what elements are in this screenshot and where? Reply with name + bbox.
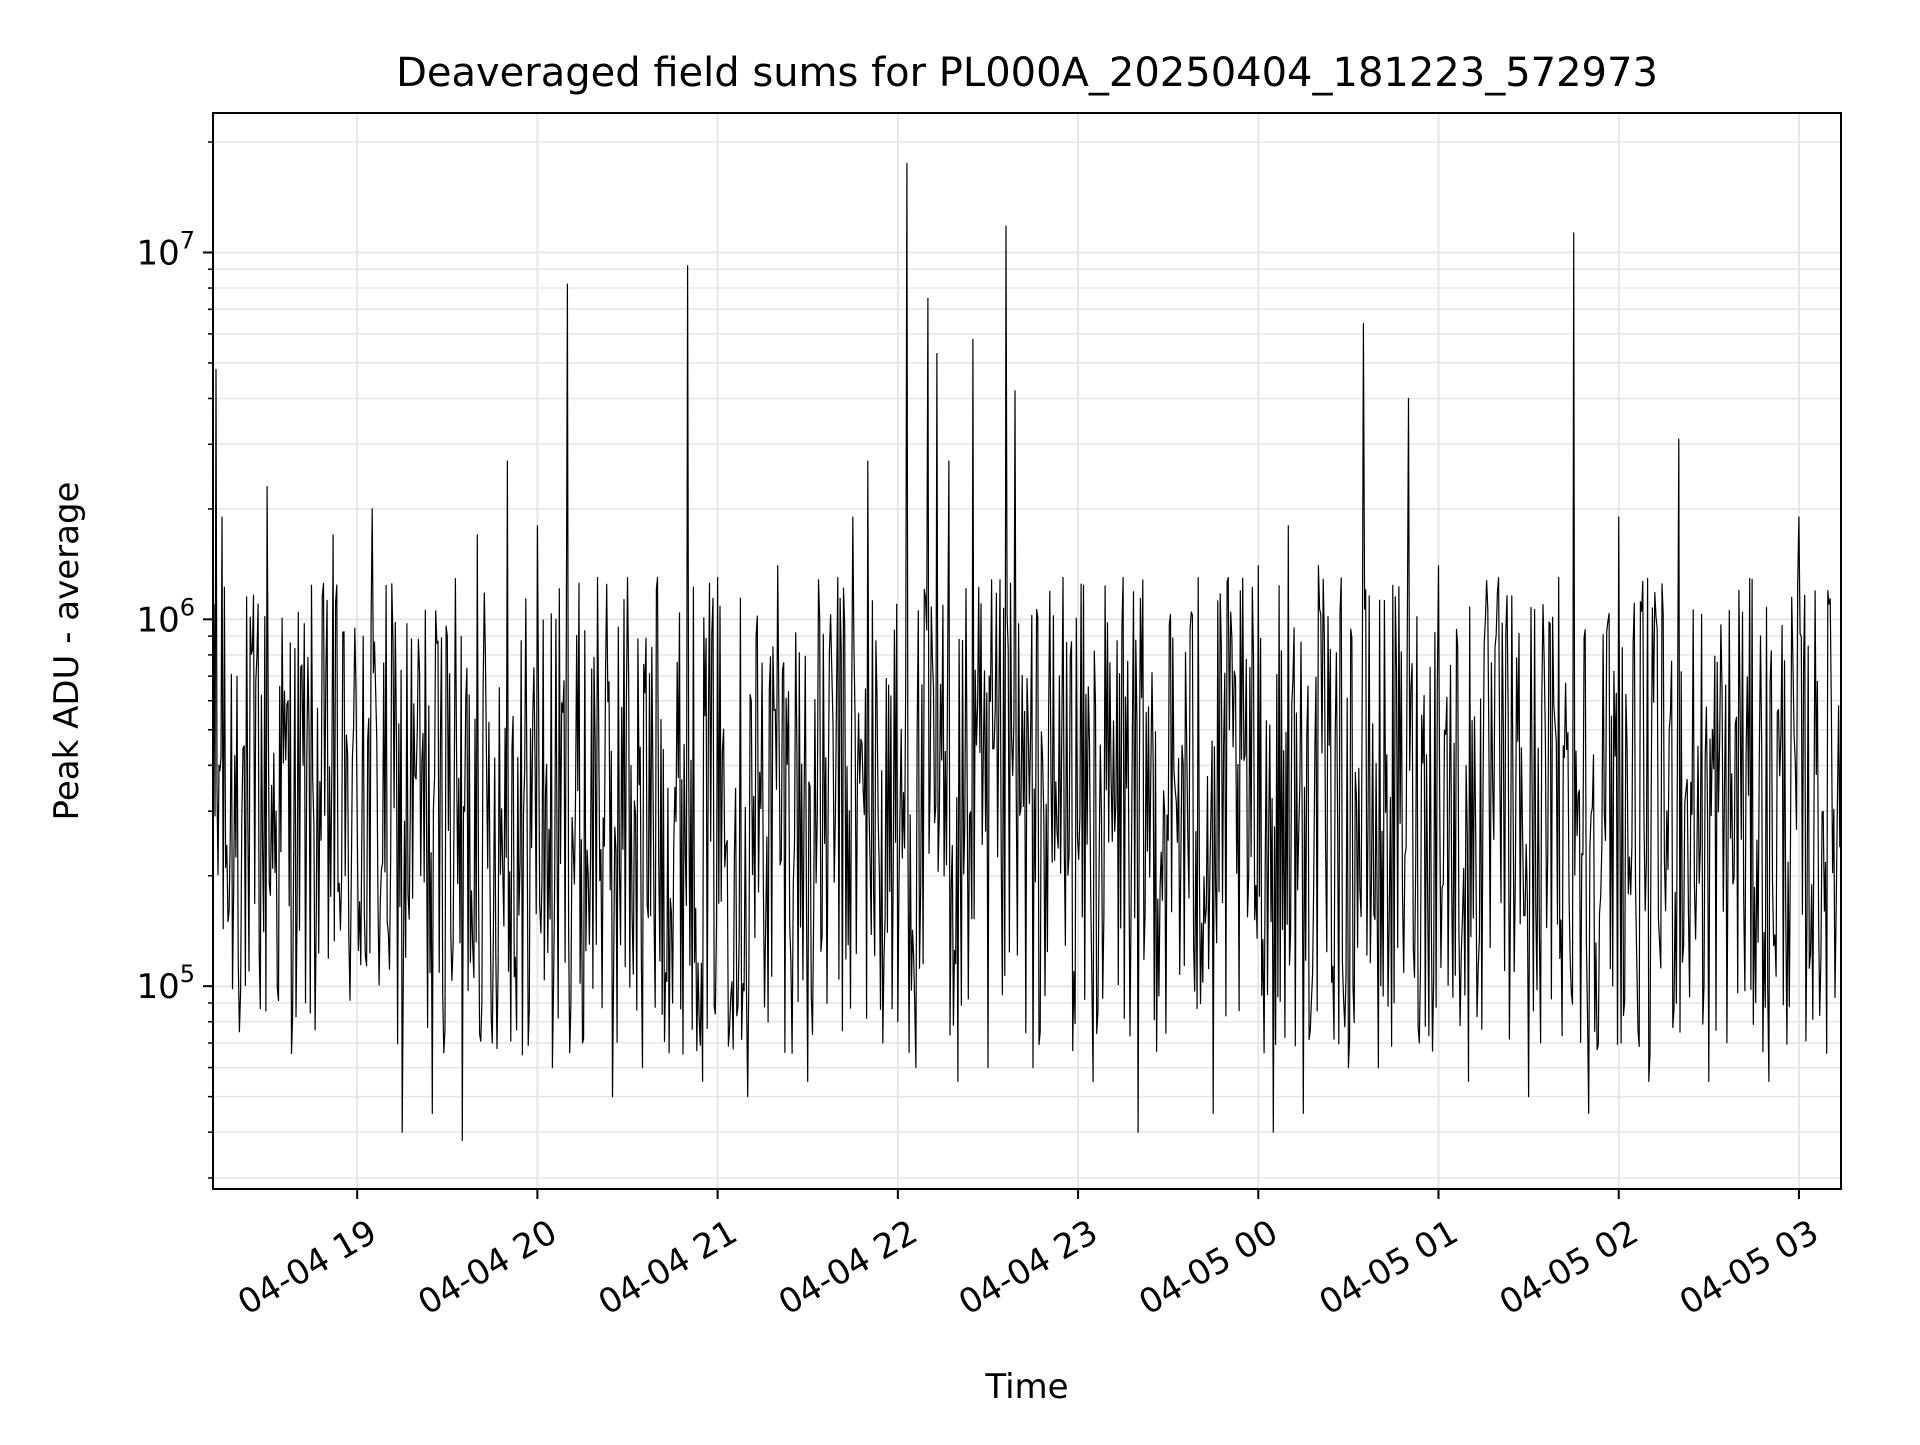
chart-title: Deaveraged field sums for PL000A_2025040… <box>396 50 1658 96</box>
plot-area-frame <box>212 112 1842 1190</box>
series-line <box>212 162 1842 1141</box>
series-layer <box>212 162 1842 1141</box>
x-axis-label: Time <box>984 1367 1068 1407</box>
y-tick-label: 106 <box>136 593 195 640</box>
y-axis-label: Peak ADU - average <box>47 482 87 821</box>
y-tick-label: 105 <box>136 960 195 1007</box>
y-tick-label: 107 <box>136 226 195 273</box>
